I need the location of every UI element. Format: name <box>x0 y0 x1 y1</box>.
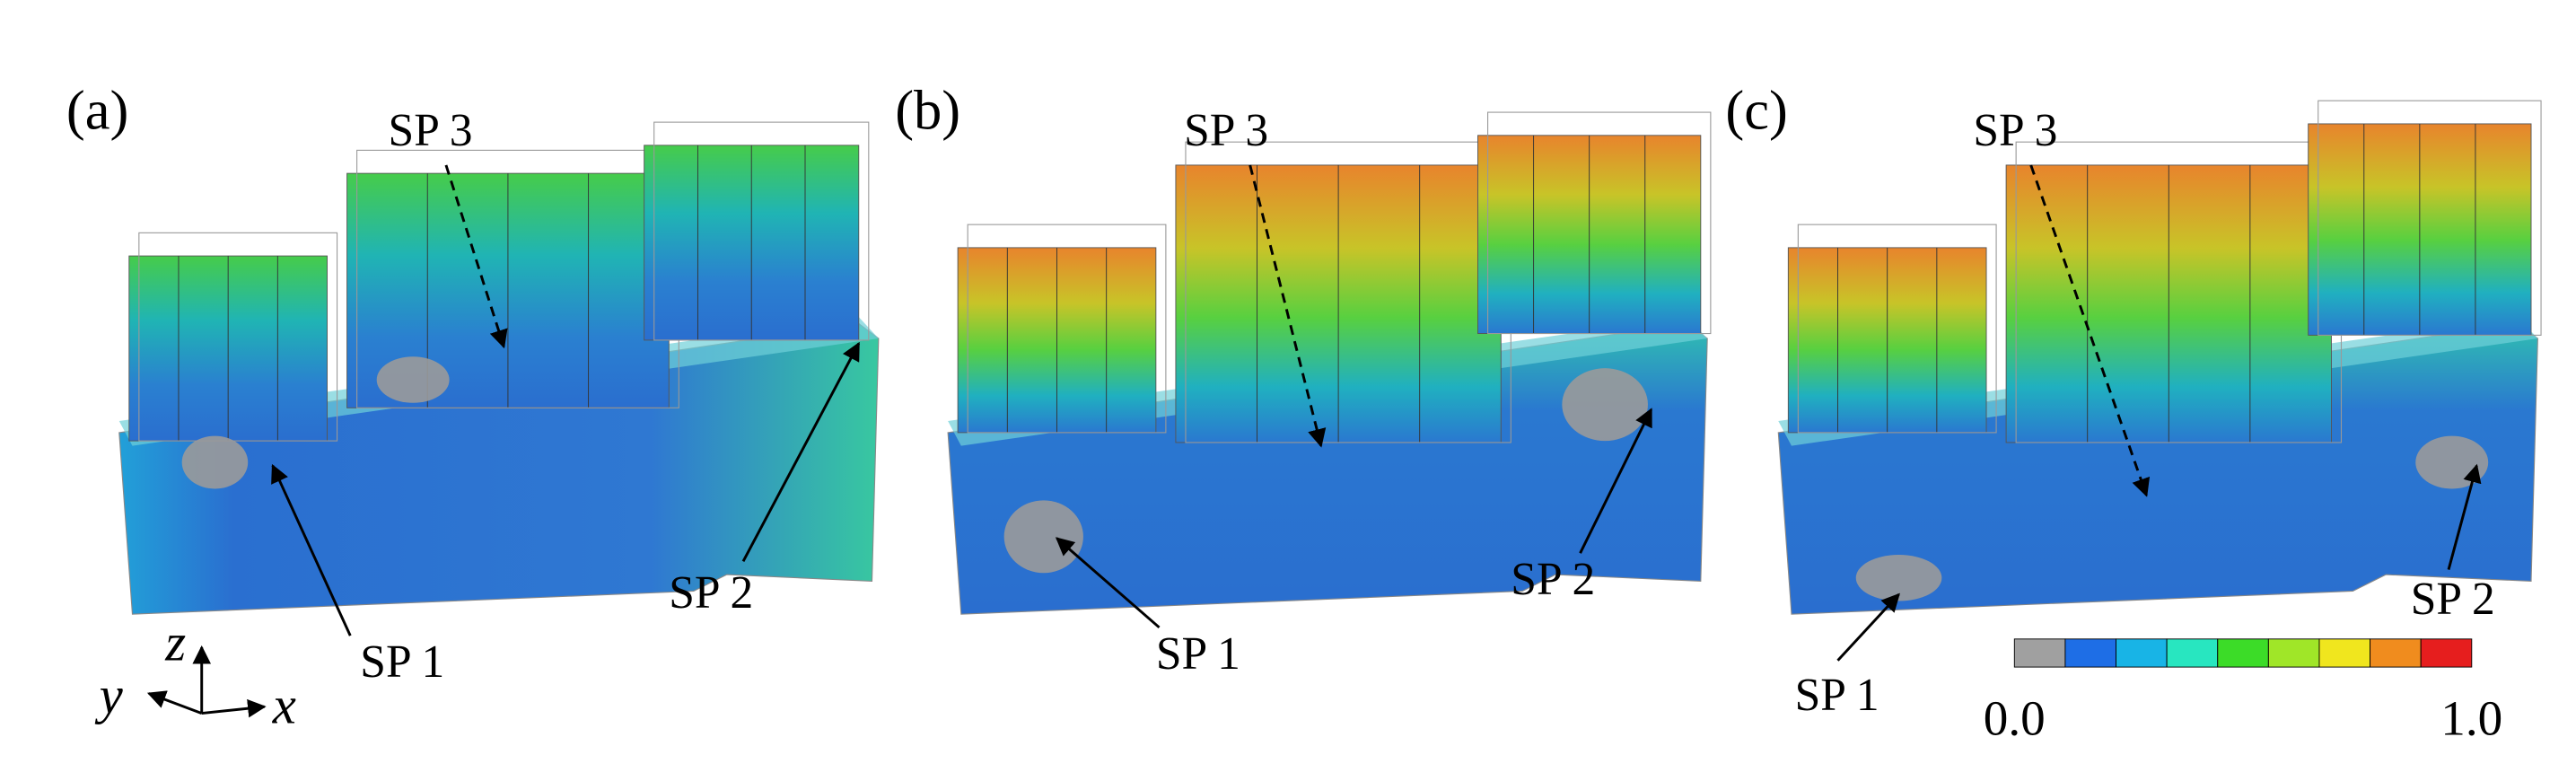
axis-arrow <box>201 698 267 718</box>
annotation-arrow <box>1055 537 1161 629</box>
annotation-arrow <box>2447 463 2482 570</box>
colorbar-segment <box>2166 638 2219 668</box>
annotation: SP 3 <box>1184 105 1268 156</box>
annotation: SP 1 <box>360 636 444 688</box>
annotation: SP 3 <box>389 105 473 156</box>
block-outline <box>1487 111 1712 335</box>
low-region <box>181 435 249 489</box>
colorbar-segment <box>2370 638 2422 668</box>
annotation-arrow <box>2029 164 2151 497</box>
panel-label: (a) <box>66 78 128 141</box>
block-outline <box>1797 224 1997 434</box>
annotation-arrow <box>1579 408 1652 554</box>
colorbar-segment <box>2013 638 2066 668</box>
colorbar-segment <box>2217 638 2269 668</box>
axis-arrow <box>146 690 203 715</box>
colorbar-segment <box>2420 638 2473 668</box>
block-outline <box>138 232 338 442</box>
annotation: SP 3 <box>1973 105 2057 156</box>
colorbar-segment <box>2318 638 2371 668</box>
axis-label: y <box>95 667 124 725</box>
axis-label: x <box>272 677 296 735</box>
annotation-arrow <box>1836 592 1900 662</box>
block-outline <box>967 224 1167 434</box>
low-region <box>1003 500 1083 574</box>
colorbar-label: 1.0 <box>2440 690 2502 745</box>
annotation: SP 1 <box>1156 628 1240 680</box>
panel-label: (b) <box>895 78 960 141</box>
panel: (b) SP 3 SP 1 SP 2 <box>895 78 1712 680</box>
colorbar-segment <box>2064 638 2116 668</box>
axis-label: z <box>164 614 186 672</box>
block-outline <box>653 121 870 341</box>
low-region <box>1855 555 1942 601</box>
panel: (a) SP 3 SP 1 SP 2 <box>66 78 880 688</box>
annotation: SP 2 <box>1511 554 1595 605</box>
colorbar-segment <box>2116 638 2168 668</box>
colorbar-segment <box>2267 638 2320 668</box>
low-region <box>376 356 450 403</box>
annotation-arrow <box>741 341 861 563</box>
annotation-arrow <box>271 463 352 636</box>
annotation: SP 2 <box>669 567 753 619</box>
annotation: SP 2 <box>2411 574 2495 625</box>
colorbar-label: 0.0 <box>1984 690 2046 745</box>
block-outline <box>2318 100 2542 336</box>
low-region <box>2415 435 2489 489</box>
low-region <box>1562 368 1648 442</box>
annotation: SP 1 <box>1795 670 1879 721</box>
panel: (c) SP 3 SP 1 SP 2 <box>1725 78 2542 721</box>
panel-label: (c) <box>1725 78 1787 141</box>
